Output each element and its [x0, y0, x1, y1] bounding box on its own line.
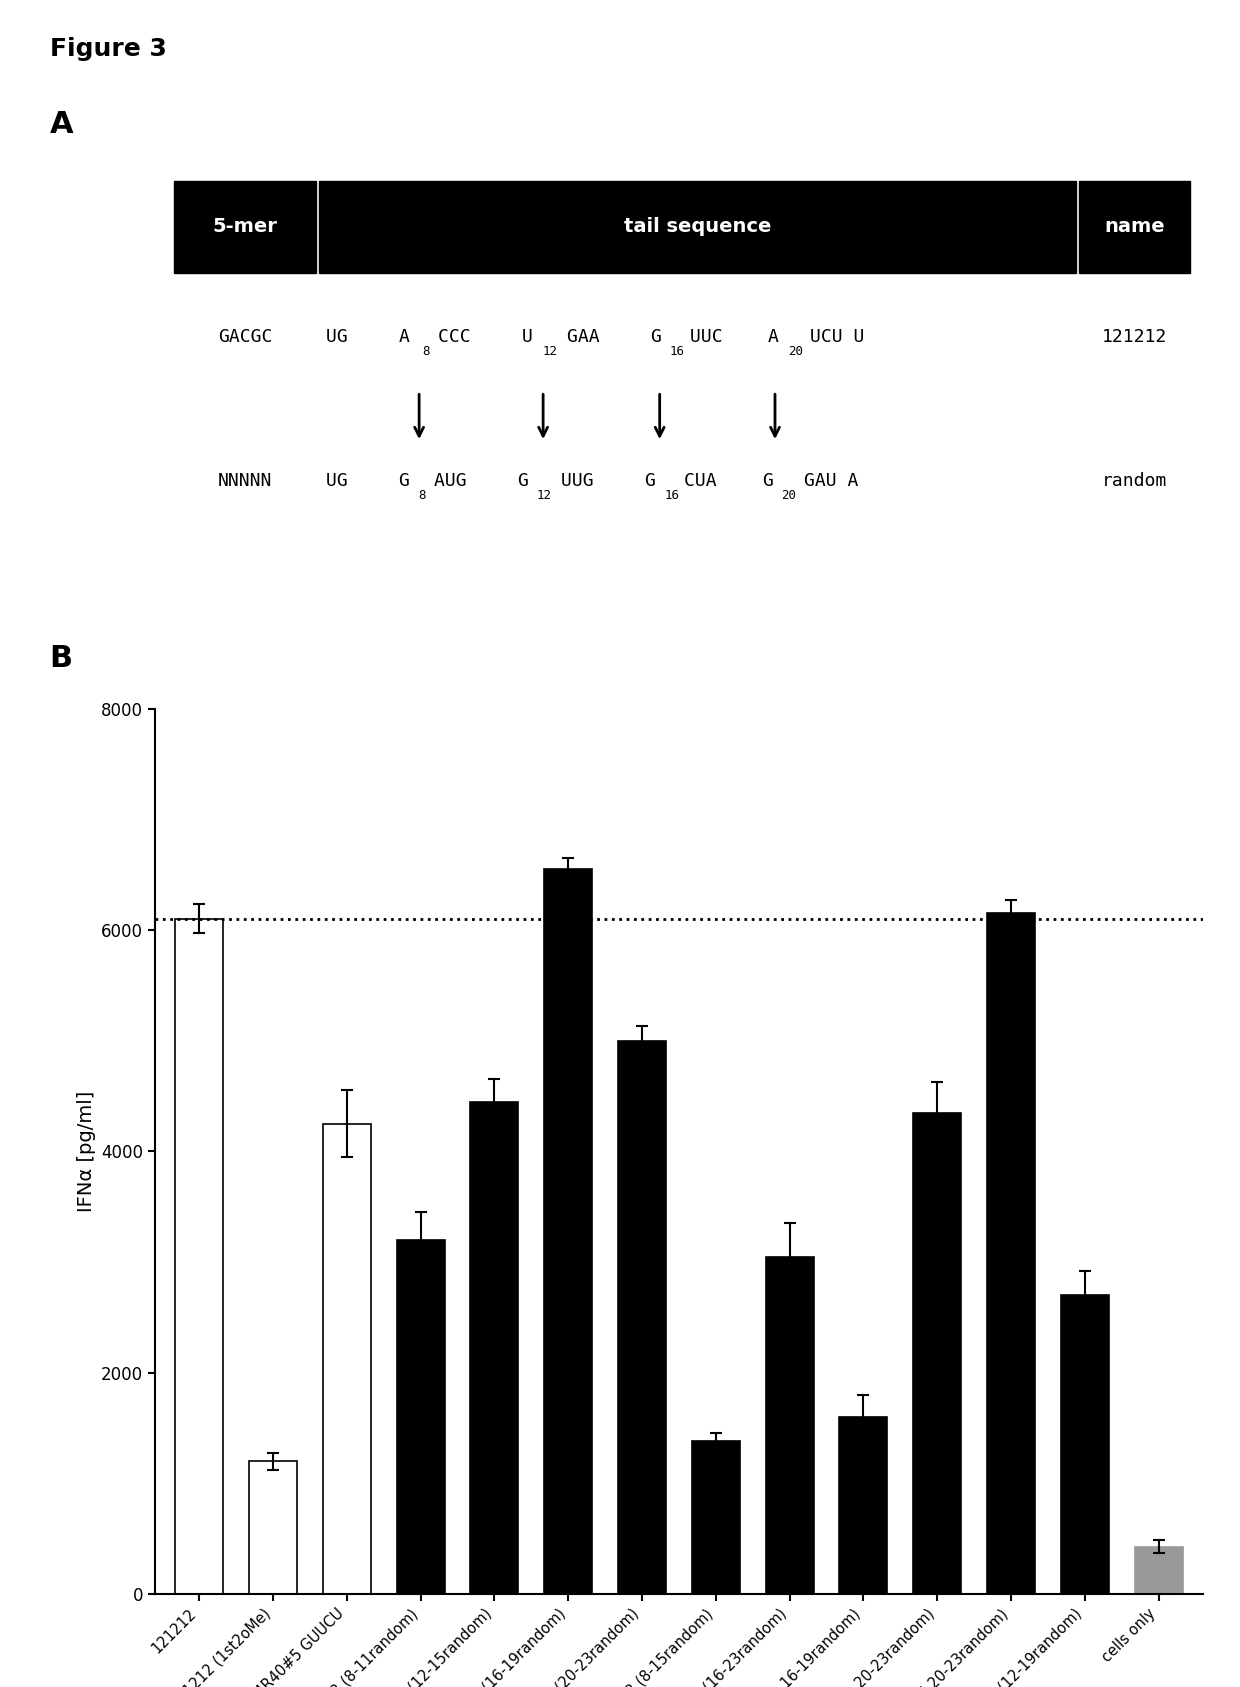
Bar	[618, 1041, 666, 1594]
Text: 12: 12	[542, 346, 557, 358]
Text: GAU A: GAU A	[804, 472, 858, 489]
Text: CCC: CCC	[439, 329, 482, 346]
Text: 20: 20	[787, 346, 802, 358]
Text: 5-mer: 5-mer	[212, 218, 278, 236]
Bar	[470, 1102, 518, 1594]
Text: A: A	[768, 329, 779, 346]
Text: UG: UG	[326, 472, 358, 489]
Bar	[397, 1240, 445, 1594]
Text: UUC: UUC	[689, 329, 733, 346]
Text: 12: 12	[537, 489, 552, 501]
Bar	[692, 1441, 740, 1594]
Text: 16: 16	[670, 346, 684, 358]
Text: UG: UG	[326, 329, 358, 346]
Text: G: G	[645, 472, 656, 489]
Text: G: G	[761, 472, 773, 489]
Text: UCU U: UCU U	[810, 329, 864, 346]
Text: GAA: GAA	[567, 329, 610, 346]
Text: G: G	[398, 472, 409, 489]
Text: 8: 8	[423, 346, 430, 358]
Text: Figure 3: Figure 3	[50, 37, 166, 61]
Text: AUG: AUG	[434, 472, 477, 489]
Text: UUG: UUG	[562, 472, 605, 489]
Text: NNNNN: NNNNN	[218, 472, 272, 489]
Bar	[322, 1124, 371, 1594]
Text: GACGC: GACGC	[218, 329, 272, 346]
Text: B: B	[50, 644, 73, 673]
Bar	[1135, 1547, 1183, 1594]
Text: 8: 8	[419, 489, 427, 501]
Text: U: U	[522, 329, 533, 346]
Text: G: G	[517, 472, 528, 489]
Text: 20: 20	[781, 489, 796, 501]
Bar	[765, 1257, 813, 1594]
Bar	[544, 869, 593, 1594]
Bar	[987, 913, 1035, 1594]
Bar	[1060, 1296, 1109, 1594]
Text: 121212: 121212	[1102, 329, 1167, 346]
Bar	[913, 1113, 961, 1594]
Text: A: A	[398, 329, 409, 346]
Text: A: A	[50, 110, 73, 138]
Bar	[249, 1461, 298, 1594]
Text: random: random	[1102, 472, 1167, 489]
Bar	[839, 1417, 888, 1594]
Text: CUA: CUA	[684, 472, 728, 489]
Bar	[175, 919, 223, 1594]
Text: name: name	[1105, 218, 1164, 236]
Text: G: G	[650, 329, 661, 346]
Y-axis label: IFNα [pg/ml]: IFNα [pg/ml]	[77, 1091, 95, 1211]
Text: 16: 16	[665, 489, 680, 501]
Text: tail sequence: tail sequence	[624, 218, 771, 236]
